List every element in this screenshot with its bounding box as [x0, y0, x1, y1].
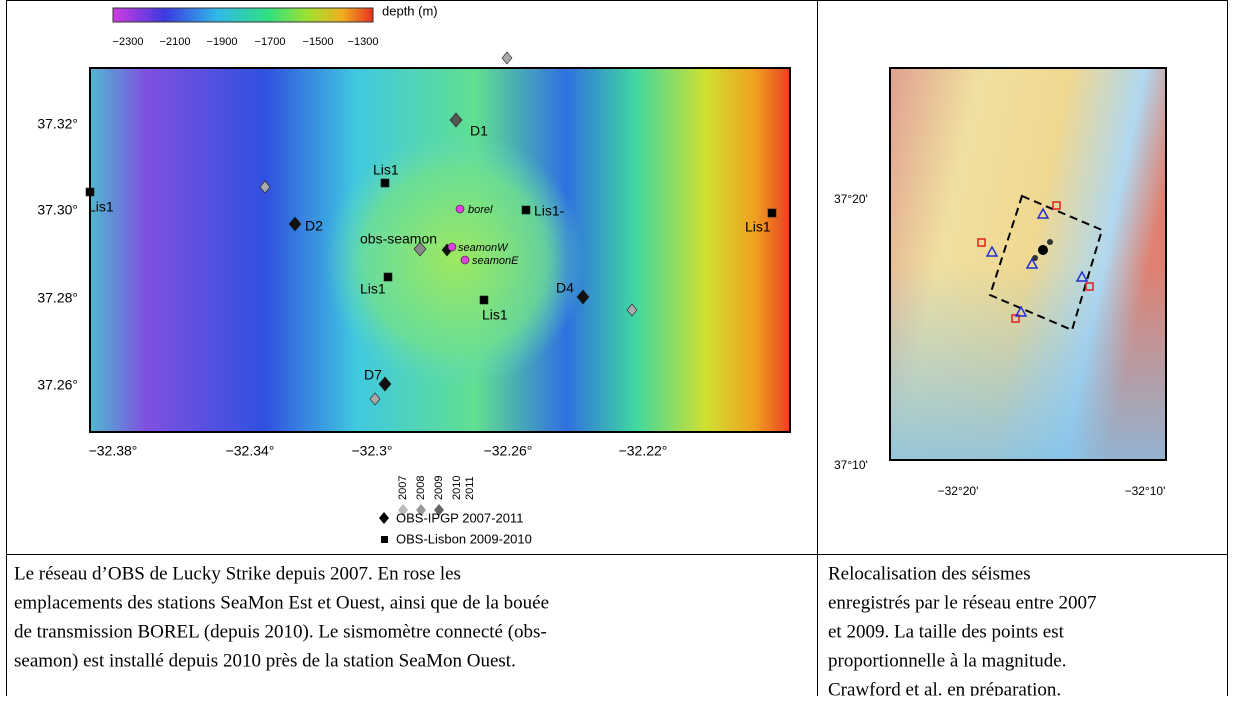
- colorbar-tick: −2100: [160, 36, 191, 48]
- legend-year: 2011: [464, 476, 476, 500]
- station-label: D7: [364, 367, 382, 383]
- caption-line: et 2009. La taille des points est: [828, 621, 1065, 642]
- colorbar-tick: −1900: [207, 36, 238, 48]
- legend-text: OBS-Lisbon 2009-2010: [396, 531, 532, 546]
- caption-line: seamon) est installé depuis 2010 près de…: [14, 650, 516, 671]
- station-label: seamonE: [472, 255, 519, 267]
- station-label: D4: [556, 280, 574, 296]
- caption-line: proportionnelle à la magnitude.: [828, 650, 1066, 671]
- caption-line: emplacements des stations SeaMon Est et …: [14, 592, 549, 613]
- lon-label: −32.22°: [619, 443, 668, 459]
- lat-label: 37.28°: [37, 290, 78, 306]
- caption-line: Le réseau d’OBS de Lucky Strike depuis 2…: [14, 563, 461, 584]
- right-map: [890, 68, 1166, 460]
- legend-year: 2007: [397, 476, 409, 500]
- document: depth (m) −2300 −2100 −1900 −1700 −1500 …: [0, 0, 1234, 696]
- station-label: borel: [468, 204, 493, 216]
- legend-year: 2008: [415, 476, 427, 500]
- lon-label: −32.3°: [351, 443, 392, 459]
- station-label: Lis1-: [534, 203, 565, 219]
- lat-label: 37.32°: [37, 116, 78, 132]
- station-label: D2: [305, 218, 323, 234]
- lon-label: −32.26°: [484, 443, 533, 459]
- legend-year: 2010: [451, 476, 463, 500]
- station-label: seamonW: [458, 242, 509, 254]
- station-label: Lis1: [360, 281, 386, 297]
- colorbar-tick: −2300: [113, 36, 144, 48]
- station-label: Lis1: [373, 162, 399, 178]
- caption-line: Crawford et al. en préparation.: [828, 679, 1061, 696]
- lat-label: 37.30°: [37, 202, 78, 218]
- colorbar-tick: −1700: [255, 36, 286, 48]
- lon-label: −32°20': [938, 484, 979, 498]
- lat-label: 37°20': [834, 192, 868, 206]
- legend-year: 2009: [433, 476, 445, 500]
- caption-line: enregistrés par le réseau entre 2007: [828, 592, 1097, 613]
- left-map: [90, 68, 790, 432]
- colorbar-label: depth (m): [382, 3, 438, 18]
- lon-label: −32.38°: [89, 443, 138, 459]
- caption-line: Relocalisation des séismes: [828, 563, 1031, 584]
- station-label: D1: [470, 123, 488, 139]
- caption-line: de transmission BOREL (depuis 2010). Le …: [14, 621, 547, 642]
- colorbar-tick: −1500: [303, 36, 334, 48]
- lat-label: 37.26°: [37, 377, 78, 393]
- lat-label: 37°10': [834, 458, 868, 472]
- lon-label: −32.34°: [226, 443, 275, 459]
- station-label: Lis1: [88, 199, 114, 215]
- station-label: obs-seamon: [360, 231, 437, 247]
- colorbar-tick: −1300: [348, 36, 379, 48]
- station-label: Lis1: [482, 307, 508, 323]
- lon-label: −32°10': [1125, 484, 1166, 498]
- station-label: Lis1: [745, 219, 771, 235]
- page: {"left_figure":{"colorbar":{"label":"dep…: [0, 0, 1234, 696]
- colorbar: [113, 8, 373, 22]
- legend-text: OBS-IPGP 2007-2011: [396, 510, 523, 525]
